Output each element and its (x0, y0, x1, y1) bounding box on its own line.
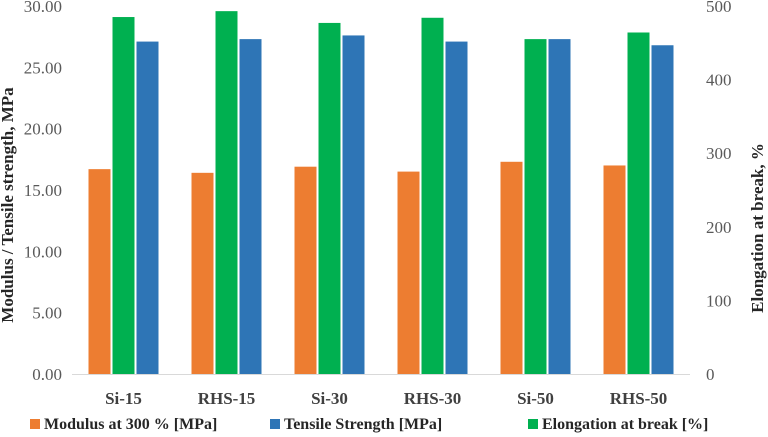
bar-elongation-rhs-30 (421, 17, 444, 374)
y-right-tick-label: 300 (706, 144, 732, 163)
y-right-tick-label: 100 (706, 291, 732, 310)
x-tick-label: Si-30 (311, 389, 348, 408)
x-tick-label: RHS-15 (198, 389, 256, 408)
bar-tensile-si-50 (548, 39, 571, 375)
bar-modulus-si-15 (88, 169, 111, 374)
y-axis-right-title: Elongation at break, % (748, 143, 767, 313)
y-left-tick-label: 30.00 (24, 0, 62, 16)
plot-area (72, 11, 690, 375)
bar-tensile-si-15 (136, 41, 159, 374)
bar-elongation-si-15 (112, 17, 135, 374)
y-left-tick-label: 0.00 (32, 365, 62, 384)
legend-label: Elongation at break [%] (542, 416, 708, 433)
x-axis: Si-15 RHS-15 Si-30 RHS-30 Si-50 RHS-50 (105, 389, 667, 408)
y-left-tick-label: 25.00 (24, 58, 62, 77)
y-axis-left-title: Modulus / Tensile strength, MPa (0, 87, 17, 323)
x-tick-label: Si-50 (517, 389, 554, 408)
x-tick-label: RHS-30 (404, 389, 462, 408)
y-left-tick-label: 15.00 (24, 181, 62, 200)
x-tick-label: Si-15 (105, 389, 142, 408)
legend-swatch (30, 419, 40, 429)
y-right-tick-label: 0 (706, 365, 715, 384)
legend-label: Tensile Strength [MPa] (284, 416, 442, 433)
legend-swatch (528, 419, 538, 429)
bar-modulus-rhs-50 (603, 165, 626, 374)
bar-modulus-rhs-30 (397, 171, 420, 374)
y-axis-right: 0 100 200 300 400 500 (706, 0, 732, 384)
y-right-tick-label: 500 (706, 0, 732, 16)
bar-tensile-rhs-50 (651, 45, 674, 375)
y-left-tick-label: 10.00 (24, 242, 62, 261)
legend: Modulus at 300 % [MPa] Tensile Strength [… (30, 416, 708, 433)
y-right-tick-label: 200 (706, 218, 732, 237)
bar-modulus-si-50 (500, 161, 523, 374)
y-right-tick-label: 400 (706, 71, 732, 90)
legend-label: Modulus at 300 % [MPa] (44, 416, 217, 433)
y-left-tick-label: 5.00 (32, 304, 62, 323)
bar-tensile-si-30 (342, 35, 365, 374)
y-axis-left: 0.00 5.00 10.00 15.00 20.00 25.00 30.00 (24, 0, 62, 384)
bar-tensile-rhs-15 (239, 39, 262, 375)
bar-tensile-rhs-30 (445, 41, 468, 374)
x-tick-label: RHS-50 (610, 389, 668, 408)
bar-modulus-rhs-15 (191, 172, 214, 374)
y-left-tick-label: 20.00 (24, 120, 62, 139)
bar-elongation-rhs-15 (215, 11, 238, 374)
legend-swatch (270, 419, 280, 429)
bar-elongation-si-50 (524, 39, 547, 375)
bar-modulus-si-30 (294, 166, 317, 374)
bar-elongation-si-30 (318, 22, 341, 374)
bar-elongation-rhs-50 (627, 32, 650, 374)
